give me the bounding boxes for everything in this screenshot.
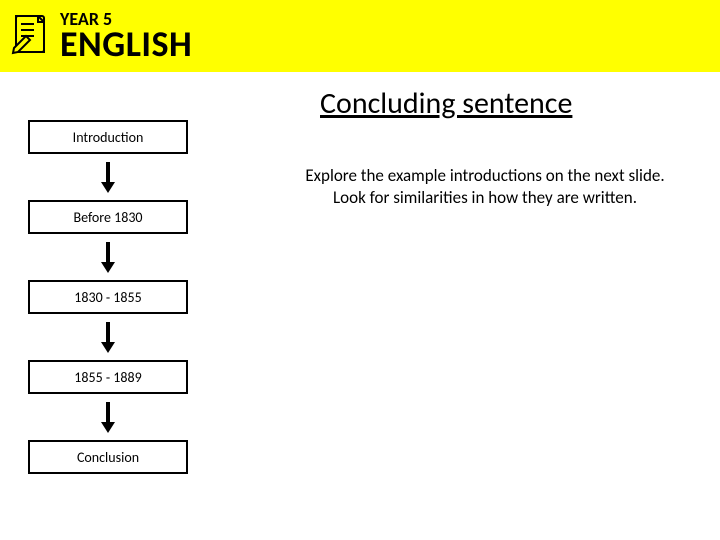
header-text-block: YEAR 5 ENGLISH bbox=[60, 10, 192, 62]
flow-arrow bbox=[28, 154, 188, 200]
flow-arrow bbox=[28, 234, 188, 280]
flow-column: Introduction Before 1830 1830 - 1855 185… bbox=[28, 120, 188, 474]
document-pencil-icon bbox=[8, 12, 56, 60]
flow-box-1855-1889: 1855 - 1889 bbox=[28, 360, 188, 394]
flow-box-conclusion: Conclusion bbox=[28, 440, 188, 474]
body-line-2: Look for similarities in how they are wr… bbox=[333, 187, 637, 208]
flow-box-before-1830: Before 1830 bbox=[28, 200, 188, 234]
flow-arrow bbox=[28, 394, 188, 440]
header-bar: YEAR 5 ENGLISH bbox=[0, 0, 720, 72]
body-line-1: Explore the example introductions on the… bbox=[305, 165, 664, 186]
body-paragraph: Explore the example introductions on the… bbox=[265, 165, 705, 209]
page-title: Concluding sentence bbox=[320, 85, 572, 122]
flow-box-introduction: Introduction bbox=[28, 120, 188, 154]
flow-box-1830-1855: 1830 - 1855 bbox=[28, 280, 188, 314]
subject-label: ENGLISH bbox=[60, 26, 192, 62]
flow-arrow bbox=[28, 314, 188, 360]
